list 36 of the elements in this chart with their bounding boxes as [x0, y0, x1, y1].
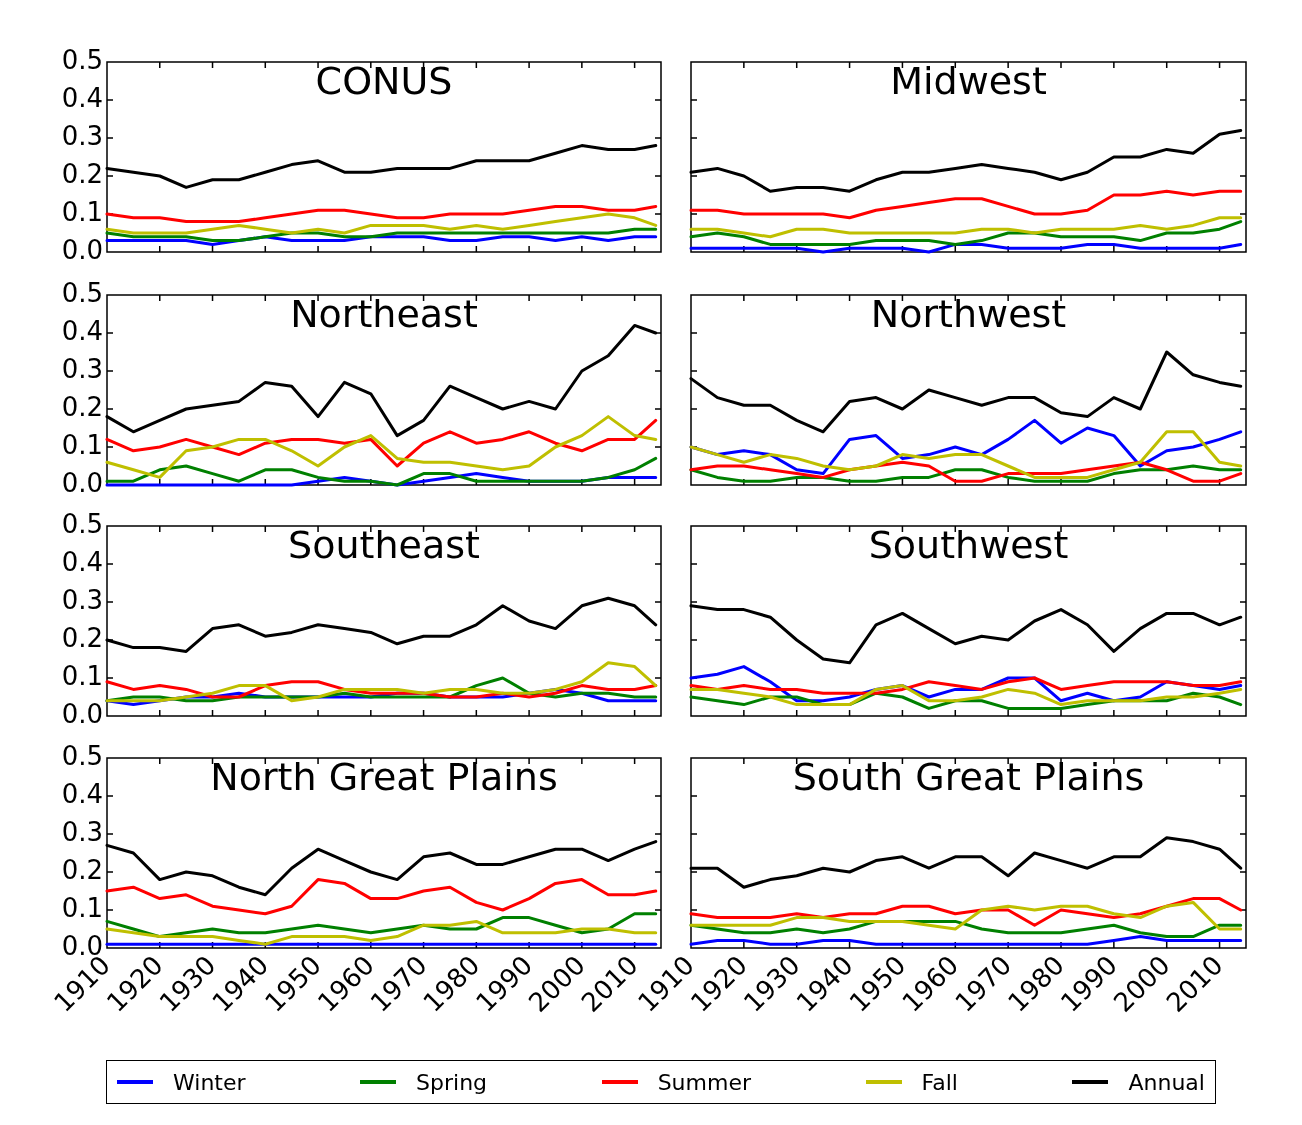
legend-label: Spring [416, 1069, 488, 1095]
y-tick-label: 0.4 [61, 82, 103, 113]
y-tick-label: 0.2 [61, 622, 103, 653]
chart-title: South Great Plains [792, 754, 1145, 799]
y-tick-label: 0.5 [61, 277, 103, 308]
y-tick-label: 0.2 [61, 158, 103, 189]
chart-title: Northeast [290, 291, 478, 336]
chart-title: Southwest [868, 522, 1069, 567]
y-tick-label: 0.3 [61, 584, 103, 615]
chart-title: Northwest [870, 291, 1067, 336]
y-tick-label: 0.3 [61, 120, 103, 151]
y-tick-label: 0.4 [61, 315, 103, 346]
legend-label: Winter [173, 1069, 246, 1095]
y-tick-label: 0.4 [61, 546, 103, 577]
y-tick-label: 0.5 [61, 44, 103, 75]
y-tick-label: 0.3 [61, 353, 103, 384]
y-tick-label: 0.3 [61, 816, 103, 847]
legend-label: Fall [921, 1069, 958, 1095]
y-tick-label: 0.2 [61, 854, 103, 885]
y-tick-label: 0.1 [61, 429, 103, 460]
chart-title: CONUS [315, 58, 453, 103]
y-tick-label: 0.4 [61, 778, 103, 809]
y-tick-label: 0.2 [61, 391, 103, 422]
y-tick-label: 0.1 [61, 660, 103, 691]
y-tick-label: 0.5 [61, 508, 103, 539]
chart-title: Midwest [890, 58, 1047, 103]
chart-title: North Great Plains [210, 754, 558, 799]
legend-label: Summer [657, 1069, 752, 1095]
y-tick-label: 0.1 [61, 892, 103, 923]
y-tick-label: 0.1 [61, 196, 103, 227]
y-tick-label: 0.0 [61, 234, 103, 265]
y-tick-label: 0.0 [61, 698, 103, 729]
y-tick-label: 0.0 [61, 467, 103, 498]
y-tick-label: 0.5 [61, 740, 103, 771]
chart-title: Southeast [288, 522, 480, 567]
legend-label: Annual [1128, 1069, 1205, 1095]
